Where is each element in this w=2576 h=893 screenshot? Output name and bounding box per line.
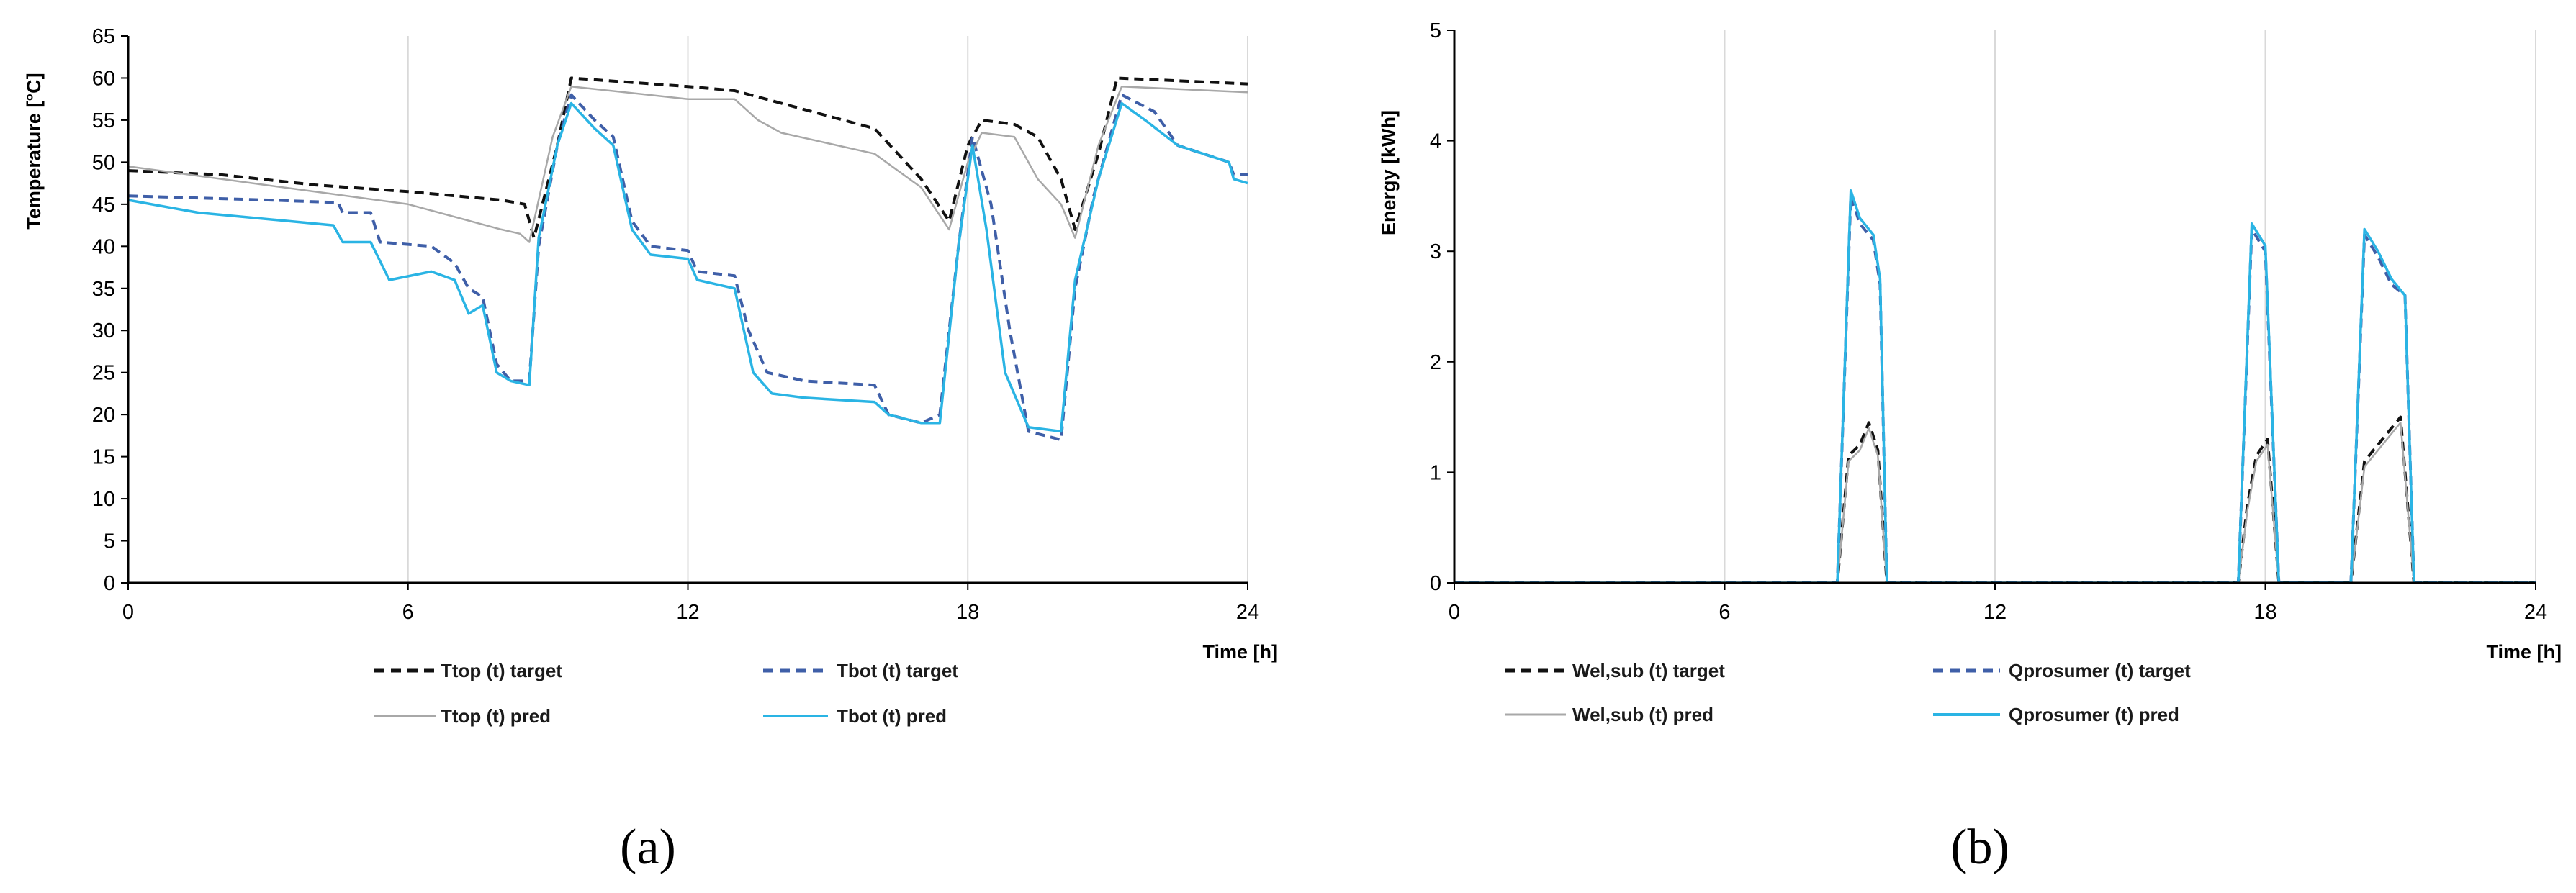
series-line-b-0 <box>1454 415 2536 584</box>
series-line-a-0 <box>127 76 1248 240</box>
y-tick-label-50: 50 <box>92 151 115 174</box>
x-tick-label-18: 18 <box>2253 601 2276 624</box>
legend-a: Ttop (t) target Tbot (t) target Ttop (t)… <box>374 660 958 727</box>
legend-label-tbot-pred: Tbot (t) pred <box>837 705 947 727</box>
x-tick-label-6: 6 <box>402 601 414 624</box>
x-tick-label-0: 0 <box>122 601 134 624</box>
legend-item-wel-target: Wel,sub (t) target <box>1505 660 1725 681</box>
y-tick-label-5: 5 <box>1430 19 1441 42</box>
y-tick-label-45: 45 <box>92 194 115 217</box>
series-line-a-2 <box>127 85 1248 243</box>
x-tick-label-18: 18 <box>956 601 979 624</box>
y-tick-label-2: 2 <box>1430 351 1441 374</box>
axes-b <box>1447 30 2536 590</box>
x-axis-title-b: Time [h] <box>2486 641 2562 663</box>
y-tick-label-20: 20 <box>92 404 115 427</box>
legend-label-ttop-target: Ttop (t) target <box>441 660 562 681</box>
series-lines-a <box>127 76 1248 442</box>
y-tick-label-15: 15 <box>92 446 115 469</box>
legend-label-ttop-pred: Ttop (t) pred <box>441 705 551 727</box>
legend-label-wel-pred: Wel,sub (t) pred <box>1572 704 1713 725</box>
temperature-chart: 0 5 10 15 20 25 30 35 40 45 50 55 60 65 0 6 12 18 24 Tempe… <box>23 25 1278 875</box>
legend-item-ttop-target: Ttop (t) target <box>374 660 562 681</box>
legend-label-qprosumer-target: Qprosumer (t) target <box>2009 660 2191 681</box>
y-axis-title-b: Energy [kWh] <box>1378 110 1400 235</box>
legend-b: Wel,sub (t) target Qprosumer (t) target … <box>1505 660 2191 725</box>
x-tick-label-24: 24 <box>2524 601 2547 624</box>
legend-item-qprosumer-pred: Qprosumer (t) pred <box>1933 704 2179 725</box>
y-tick-label-1: 1 <box>1430 461 1441 484</box>
y-tick-label-0: 0 <box>1430 572 1441 595</box>
y-tick-label-5: 5 <box>104 530 115 553</box>
y-tick-label-25: 25 <box>92 362 115 385</box>
legend-label-qprosumer-pred: Qprosumer (t) pred <box>2009 704 2179 725</box>
grid-b <box>1724 30 2536 583</box>
series-line-b-3 <box>1454 189 2536 584</box>
legend-item-tbot-pred: Tbot (t) pred <box>763 705 947 727</box>
series-line-b-2 <box>1454 422 2536 584</box>
y-tick-label-0: 0 <box>104 572 115 595</box>
series-line-a-3 <box>127 101 1248 433</box>
y-tick-label-60: 60 <box>92 67 115 90</box>
y-tick-label-35: 35 <box>92 278 115 301</box>
y-tick-label-4: 4 <box>1430 130 1441 153</box>
grid-a <box>407 36 1248 583</box>
legend-item-tbot-target: Tbot (t) target <box>763 660 958 681</box>
tick-labels-a: 0 5 10 15 20 25 30 35 40 45 50 55 60 65 0 6 12 18 24 <box>92 25 1259 624</box>
y-tick-label-3: 3 <box>1430 240 1441 263</box>
x-tick-label-6: 6 <box>1719 601 1730 624</box>
y-tick-label-10: 10 <box>92 488 115 511</box>
y-tick-label-65: 65 <box>92 25 115 48</box>
x-tick-label-12: 12 <box>1983 601 2007 624</box>
panel-label-b: (b) <box>1950 820 2009 875</box>
x-axis-title-a: Time [h] <box>1202 641 1278 663</box>
panel-label-a: (a) <box>620 820 676 875</box>
legend-label-wel-target: Wel,sub (t) target <box>1572 660 1725 681</box>
x-tick-label-12: 12 <box>676 601 699 624</box>
y-tick-label-40: 40 <box>92 235 115 258</box>
y-tick-label-55: 55 <box>92 109 115 132</box>
legend-item-wel-pred: Wel,sub (t) pred <box>1505 704 1713 725</box>
legend-item-qprosumer-target: Qprosumer (t) target <box>1933 660 2191 681</box>
legend-item-ttop-pred: Ttop (t) pred <box>374 705 551 727</box>
x-tick-label-0: 0 <box>1449 601 1460 624</box>
x-tick-label-24: 24 <box>1236 601 1259 624</box>
series-lines-b <box>1454 189 2536 584</box>
y-tick-label-30: 30 <box>92 319 115 343</box>
y-axis-title-a: Temperature [°C] <box>23 73 45 229</box>
legend-label-tbot-target: Tbot (t) target <box>837 660 958 681</box>
series-line-b-1 <box>1454 194 2536 584</box>
axes-a <box>121 35 1248 590</box>
